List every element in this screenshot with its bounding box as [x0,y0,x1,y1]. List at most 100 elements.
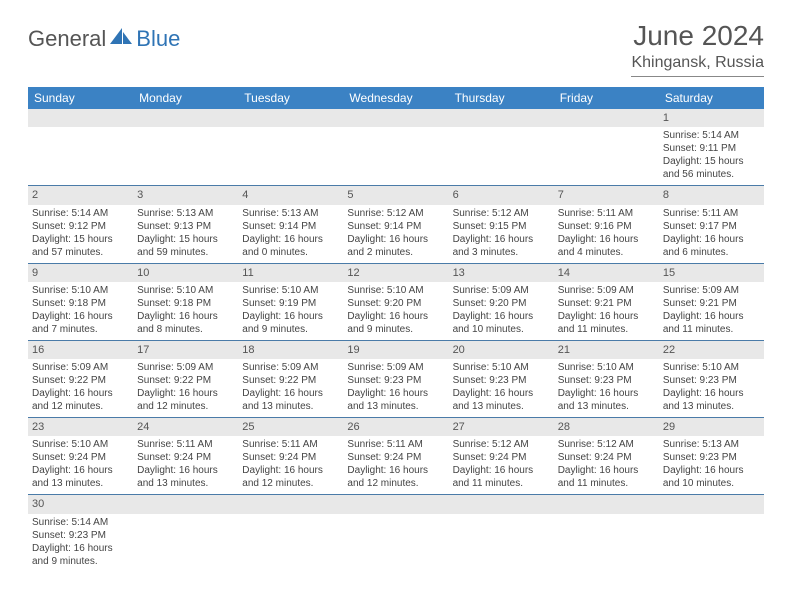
day-info-line: Sunset: 9:24 PM [347,451,444,464]
day-info-line: Sunset: 9:23 PM [663,374,760,387]
day-number: 13 [449,264,554,282]
day-info-line: and 12 minutes. [347,477,444,490]
day-number: 16 [28,341,133,359]
calendar-day-cell [133,495,238,572]
day-number: 15 [659,264,764,282]
day-info-line: Daylight: 16 hours [453,464,550,477]
day-info-line: Daylight: 16 hours [663,233,760,246]
day-info-line: and 13 minutes. [242,400,339,413]
day-number-empty [238,495,343,513]
calendar-day-cell: 3Sunrise: 5:13 AMSunset: 9:13 PMDaylight… [133,186,238,263]
day-info-line: Sunrise: 5:14 AM [32,516,129,529]
logo-text-general: General [28,26,106,52]
day-number: 21 [554,341,659,359]
calendar-day-cell: 10Sunrise: 5:10 AMSunset: 9:18 PMDayligh… [133,263,238,340]
day-info-line: Daylight: 16 hours [347,310,444,323]
day-info-line: Sunrise: 5:13 AM [663,438,760,451]
day-info-line: and 2 minutes. [347,246,444,259]
day-info-line: Sunset: 9:21 PM [663,297,760,310]
day-number: 11 [238,264,343,282]
day-info-line: Sunrise: 5:11 AM [558,207,655,220]
day-info-line: and 9 minutes. [242,323,339,336]
day-info-line: Sunset: 9:21 PM [558,297,655,310]
logo-sail-icon [108,26,134,46]
day-number: 7 [554,186,659,204]
day-number-empty [238,109,343,127]
month-title: June 2024 [631,20,764,52]
location-label: Khingansk, Russia [631,54,764,77]
day-info-line: and 11 minutes. [453,477,550,490]
day-info-line: Sunset: 9:15 PM [453,220,550,233]
day-info-line: Daylight: 15 hours [32,233,129,246]
day-info-line: Daylight: 16 hours [663,464,760,477]
day-info-line: and 13 minutes. [347,400,444,413]
day-number: 3 [133,186,238,204]
day-info-line: Sunrise: 5:13 AM [137,207,234,220]
weekday-header: Tuesday [238,87,343,109]
day-info-line: Sunrise: 5:14 AM [32,207,129,220]
day-info-line: Sunrise: 5:09 AM [32,361,129,374]
logo-text-blue: Blue [136,26,180,52]
day-info-line: Sunset: 9:22 PM [137,374,234,387]
weekday-header: Saturday [659,87,764,109]
calendar-day-cell: 5Sunrise: 5:12 AMSunset: 9:14 PMDaylight… [343,186,448,263]
day-info-line: and 59 minutes. [137,246,234,259]
day-info-line: Daylight: 16 hours [453,387,550,400]
weekday-header: Friday [554,87,659,109]
day-info-line: Sunset: 9:23 PM [347,374,444,387]
day-info-line: Sunrise: 5:09 AM [242,361,339,374]
day-info-line: Sunset: 9:14 PM [242,220,339,233]
day-info-line: Daylight: 16 hours [137,387,234,400]
day-info-line: Sunrise: 5:09 AM [347,361,444,374]
day-number: 14 [554,264,659,282]
day-info-line: and 57 minutes. [32,246,129,259]
day-info-line: Sunrise: 5:09 AM [453,284,550,297]
calendar-day-cell [554,109,659,186]
day-info-line: Sunset: 9:24 PM [32,451,129,464]
day-info-line: Daylight: 16 hours [558,464,655,477]
day-number: 29 [659,418,764,436]
day-number: 22 [659,341,764,359]
day-info-line: Daylight: 16 hours [137,464,234,477]
day-info-line: Daylight: 16 hours [453,233,550,246]
day-number: 19 [343,341,448,359]
day-info-line: and 4 minutes. [558,246,655,259]
calendar-body: 1Sunrise: 5:14 AMSunset: 9:11 PMDaylight… [28,109,764,572]
day-info-line: and 12 minutes. [32,400,129,413]
calendar-day-cell: 7Sunrise: 5:11 AMSunset: 9:16 PMDaylight… [554,186,659,263]
day-info-line: Sunset: 9:24 PM [242,451,339,464]
day-info-line: Sunrise: 5:09 AM [558,284,655,297]
day-number: 30 [28,495,133,513]
day-number: 25 [238,418,343,436]
calendar-day-cell: 15Sunrise: 5:09 AMSunset: 9:21 PMDayligh… [659,263,764,340]
day-number-empty [133,109,238,127]
day-info-line: Sunrise: 5:12 AM [558,438,655,451]
day-info-line: Sunset: 9:24 PM [137,451,234,464]
day-info-line: Sunset: 9:17 PM [663,220,760,233]
day-number: 20 [449,341,554,359]
day-info-line: Daylight: 16 hours [242,387,339,400]
day-info-line: Sunset: 9:13 PM [137,220,234,233]
calendar-day-cell: 4Sunrise: 5:13 AMSunset: 9:14 PMDaylight… [238,186,343,263]
calendar-day-cell: 6Sunrise: 5:12 AMSunset: 9:15 PMDaylight… [449,186,554,263]
calendar-day-cell: 1Sunrise: 5:14 AMSunset: 9:11 PMDaylight… [659,109,764,186]
day-info-line: and 13 minutes. [32,477,129,490]
day-info-line: Sunset: 9:24 PM [453,451,550,464]
calendar-day-cell: 2Sunrise: 5:14 AMSunset: 9:12 PMDaylight… [28,186,133,263]
day-info-line: Daylight: 16 hours [663,387,760,400]
calendar-day-cell: 16Sunrise: 5:09 AMSunset: 9:22 PMDayligh… [28,340,133,417]
day-info-line: Sunrise: 5:14 AM [663,129,760,142]
calendar-day-cell: 28Sunrise: 5:12 AMSunset: 9:24 PMDayligh… [554,418,659,495]
day-number-empty [449,495,554,513]
calendar-day-cell: 11Sunrise: 5:10 AMSunset: 9:19 PMDayligh… [238,263,343,340]
day-info-line: Sunrise: 5:11 AM [347,438,444,451]
day-info-line: and 13 minutes. [663,400,760,413]
day-info-line: Daylight: 16 hours [558,387,655,400]
calendar-day-cell: 18Sunrise: 5:09 AMSunset: 9:22 PMDayligh… [238,340,343,417]
day-info-line: Sunrise: 5:10 AM [453,361,550,374]
day-info-line: Daylight: 16 hours [242,233,339,246]
day-info-line: Sunset: 9:18 PM [32,297,129,310]
day-info-line: Sunset: 9:23 PM [558,374,655,387]
day-number: 2 [28,186,133,204]
day-info-line: Sunrise: 5:11 AM [242,438,339,451]
